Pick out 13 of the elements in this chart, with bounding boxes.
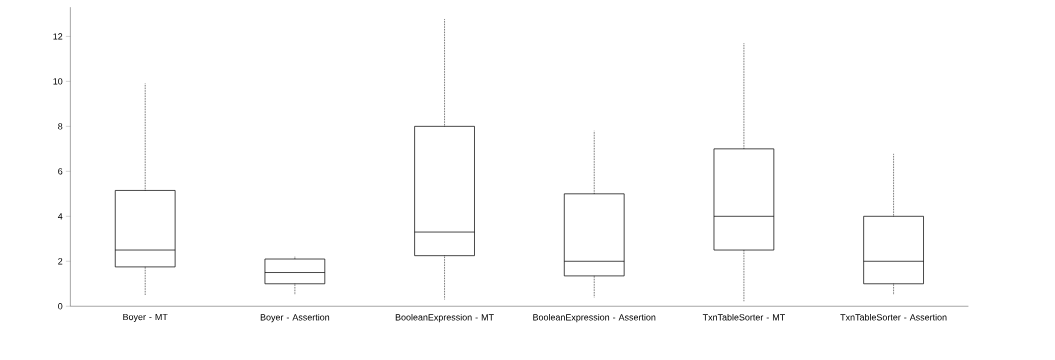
- y-tick-label: 6: [58, 168, 63, 175]
- y-tick-label: 8: [58, 123, 63, 130]
- y-tick-label: 12: [53, 33, 63, 40]
- y-tick-label: 0: [58, 303, 63, 310]
- y-tick-label: 2: [58, 258, 63, 265]
- y-tick-label: 10: [53, 78, 63, 85]
- x-tick-label: BooleanExpression - MT: [395, 313, 494, 323]
- x-tick-label: TxnTableSorter - Assertion: [840, 313, 947, 321]
- x-tick-label: Boyer - Assertion: [260, 313, 330, 323]
- y-tick-label: 4: [57, 213, 63, 220]
- x-tick-label: TxnTableSorter - MT: [702, 313, 785, 321]
- x-tick-label: Boyer - MT: [123, 313, 168, 322]
- x-tick-label: BooleanExpression - Assertion: [533, 313, 656, 323]
